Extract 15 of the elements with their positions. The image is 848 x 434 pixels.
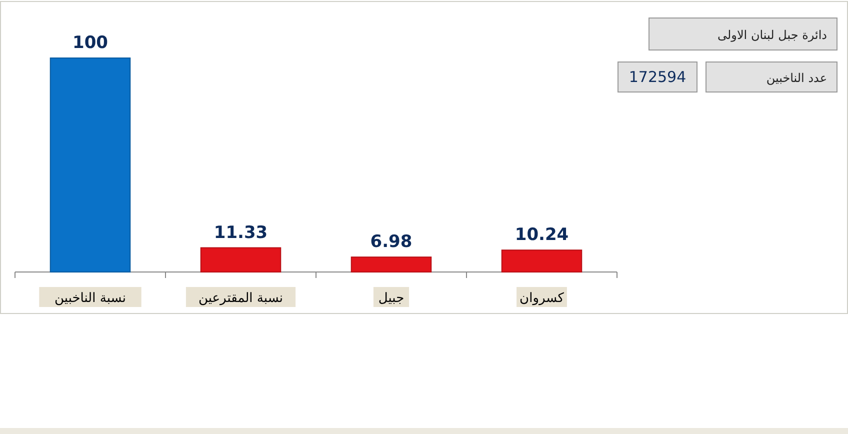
x-tick-label: كسروان [520, 291, 565, 306]
bar [501, 250, 582, 272]
x-tick-label: جبيل [378, 291, 404, 306]
data-label: 11.33 [214, 222, 268, 243]
text: دائرة جبل لبنان الاولى [718, 28, 827, 42]
data-label: 6.98 [370, 232, 412, 252]
x-tick-label: نسبة المقترعين [198, 291, 284, 306]
data-label: 10.24 [514, 225, 569, 246]
bar [350, 256, 432, 272]
data-label: 100 [72, 33, 108, 53]
bar [50, 58, 131, 272]
x-tick-label: نسبة الناخبين [54, 291, 126, 306]
text: عدد الناخبين [766, 71, 827, 85]
text: 172594 [628, 68, 686, 86]
bar [200, 247, 282, 272]
